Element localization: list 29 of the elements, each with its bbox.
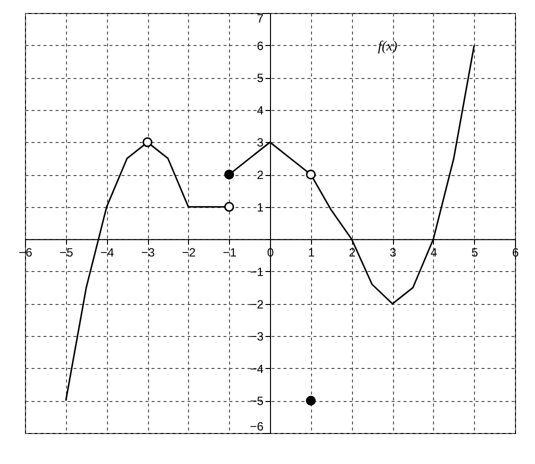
point [142, 137, 152, 148]
y-tick-label: −2 [250, 297, 264, 312]
y-tick-label: −3 [250, 330, 264, 344]
x-tick-label: −4 [100, 246, 114, 260]
x-tick-label: −3 [141, 246, 156, 260]
x-tick-label: −1 [222, 246, 237, 260]
point [306, 170, 316, 180]
x-tick-label: 3 [390, 246, 397, 260]
y-tick-label: 1 [256, 200, 264, 214]
y-tick-label: −5 [250, 394, 264, 408]
x-tick-label: 2 [348, 246, 356, 260]
y-tick-label: 5 [256, 71, 264, 86]
point [224, 202, 234, 212]
x-tick-label: −5 [59, 246, 74, 260]
y-tick-label: 4 [256, 103, 264, 118]
y-tick-label: −1 [250, 264, 264, 279]
point [306, 396, 316, 406]
x-tick-label: 5 [471, 246, 478, 260]
x-tick-label: 1 [308, 246, 315, 260]
y-tick-label: 3 [256, 136, 264, 150]
y-tick-label: 6 [256, 38, 264, 53]
y-tick-label: 7 [256, 12, 264, 26]
x-tick-label: −2 [182, 246, 196, 260]
x-tick-label: 4 [430, 246, 438, 260]
point [224, 170, 234, 180]
y-tick-label: −6 [250, 420, 264, 434]
annotation: f(x) [378, 40, 398, 55]
y-tick-label: −4 [250, 362, 264, 376]
y-tick-label: 2 [256, 168, 264, 182]
